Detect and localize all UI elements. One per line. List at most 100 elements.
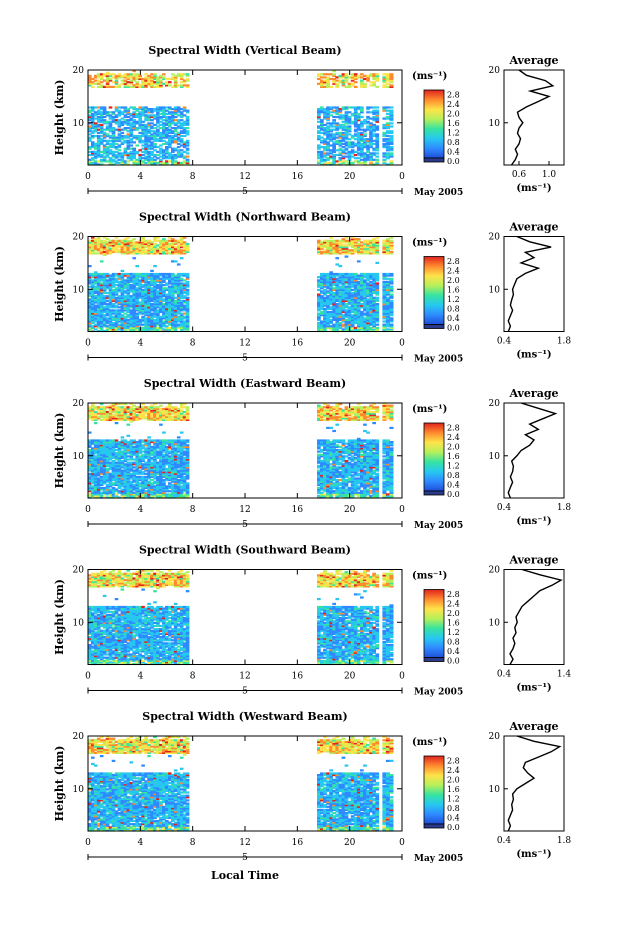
heatmap-cell	[114, 153, 119, 157]
heatmap-cell	[329, 157, 333, 160]
heatmap-cell	[99, 295, 104, 298]
heatmap-cell	[132, 415, 136, 418]
heatmap-cell	[93, 422, 98, 425]
heatmap-cell	[132, 410, 136, 414]
heatmap-cell	[320, 158, 324, 161]
heatmap-cell	[171, 280, 175, 283]
heatmap-cell	[389, 287, 394, 290]
heatmap-cell	[123, 477, 128, 480]
heatmap-cell	[326, 244, 330, 247]
heatmap-cell	[347, 276, 352, 279]
heatmap-cell	[363, 85, 367, 88]
heatmap-cell	[132, 486, 136, 490]
heatmap-cell	[117, 138, 122, 141]
heatmap-cell	[375, 249, 380, 252]
heatmap-cell	[117, 114, 122, 117]
heatmap-cell	[147, 310, 151, 314]
heatmap-cell	[344, 272, 349, 276]
heatmap-cell	[153, 136, 157, 139]
heatmap-cell	[320, 125, 324, 128]
heatmap-cell	[150, 284, 154, 287]
heatmap-cell	[185, 249, 190, 252]
heatmap-cell	[126, 320, 131, 323]
heatmap-cell	[344, 85, 349, 88]
heatmap-cell	[350, 161, 355, 164]
heatmap-cell	[96, 306, 101, 309]
heatmap-cell	[329, 298, 333, 301]
heatmap-cell	[99, 445, 104, 448]
heatmap-cell	[168, 155, 172, 158]
heatmap-cell	[108, 404, 113, 407]
heatmap-cell	[129, 467, 134, 471]
heatmap-cell	[171, 277, 175, 280]
heatmap-cell	[159, 301, 163, 304]
heatmap-cell	[114, 138, 119, 141]
heatmap-cell	[363, 314, 367, 317]
heatmap-cell	[123, 81, 128, 84]
heatmap-cell	[91, 141, 95, 144]
heatmap-cell	[96, 109, 101, 112]
heatmap-cell	[162, 249, 166, 252]
heatmap-cell	[132, 418, 136, 421]
heatmap-cell	[335, 84, 340, 87]
heatmap-cell	[360, 125, 364, 128]
heatmap-cell	[150, 298, 154, 301]
heatmap-cell	[129, 79, 134, 82]
heatmap-cell	[126, 466, 131, 469]
heatmap-cell	[326, 85, 330, 88]
x-tick-label: 0	[399, 339, 405, 349]
heatmap-cell	[123, 285, 128, 288]
heatmap-cell	[123, 141, 128, 144]
heatmap-cell	[369, 247, 373, 250]
heatmap-cell	[353, 318, 358, 321]
heatmap-cell	[350, 306, 355, 309]
heatmap-cell	[135, 282, 139, 285]
heatmap-cell	[317, 303, 321, 306]
heatmap-cell	[382, 160, 387, 163]
heatmap-cell	[123, 296, 128, 299]
heatmap-cell	[173, 274, 178, 277]
heatmap-cell	[363, 301, 367, 304]
heatmap-cell	[102, 469, 107, 472]
heatmap-cell	[369, 290, 373, 293]
heatmap-cell	[132, 285, 136, 288]
heatmap-cell	[363, 282, 367, 285]
heatmap-cell	[382, 127, 387, 130]
heatmap-cell	[369, 304, 373, 307]
heatmap-cell	[105, 317, 110, 320]
heatmap-cell	[366, 304, 370, 307]
heatmap-cell	[88, 482, 92, 485]
heatmap-cell	[114, 109, 119, 112]
heatmap-cell	[369, 299, 373, 302]
heatmap-cell	[150, 314, 154, 317]
heatmap-cell	[162, 133, 166, 136]
heatmap-cell	[93, 494, 98, 497]
heatmap-cell	[385, 285, 390, 288]
heatmap-cell	[347, 242, 352, 245]
heatmap-cell	[332, 252, 336, 255]
heatmap-cell	[326, 280, 330, 283]
heatmap-cell	[111, 280, 116, 283]
heatmap-cell	[344, 122, 349, 125]
heatmap-cell	[372, 247, 376, 250]
heatmap-cell	[326, 326, 330, 329]
heatmap-cell	[341, 299, 346, 302]
heatmap-cell	[317, 115, 321, 119]
heatmap-cell	[117, 320, 122, 323]
heatmap-cell	[138, 155, 142, 158]
heatmap-cell	[144, 149, 148, 152]
heatmap-cell	[153, 295, 157, 298]
heatmap-cell	[135, 128, 139, 131]
heatmap-cell	[162, 127, 166, 130]
heatmap-cell	[88, 79, 92, 82]
heatmap-cell	[171, 291, 175, 295]
heatmap-cell	[329, 282, 333, 285]
heatmap-cell	[347, 298, 352, 301]
heatmap-cell	[138, 285, 142, 288]
heatmap-cell	[375, 304, 380, 307]
heatmap-cell	[123, 238, 128, 241]
heatmap-cell	[88, 291, 92, 295]
heatmap-cell	[168, 123, 172, 126]
heatmap-cell	[96, 150, 101, 153]
heatmap-cell	[171, 318, 175, 321]
